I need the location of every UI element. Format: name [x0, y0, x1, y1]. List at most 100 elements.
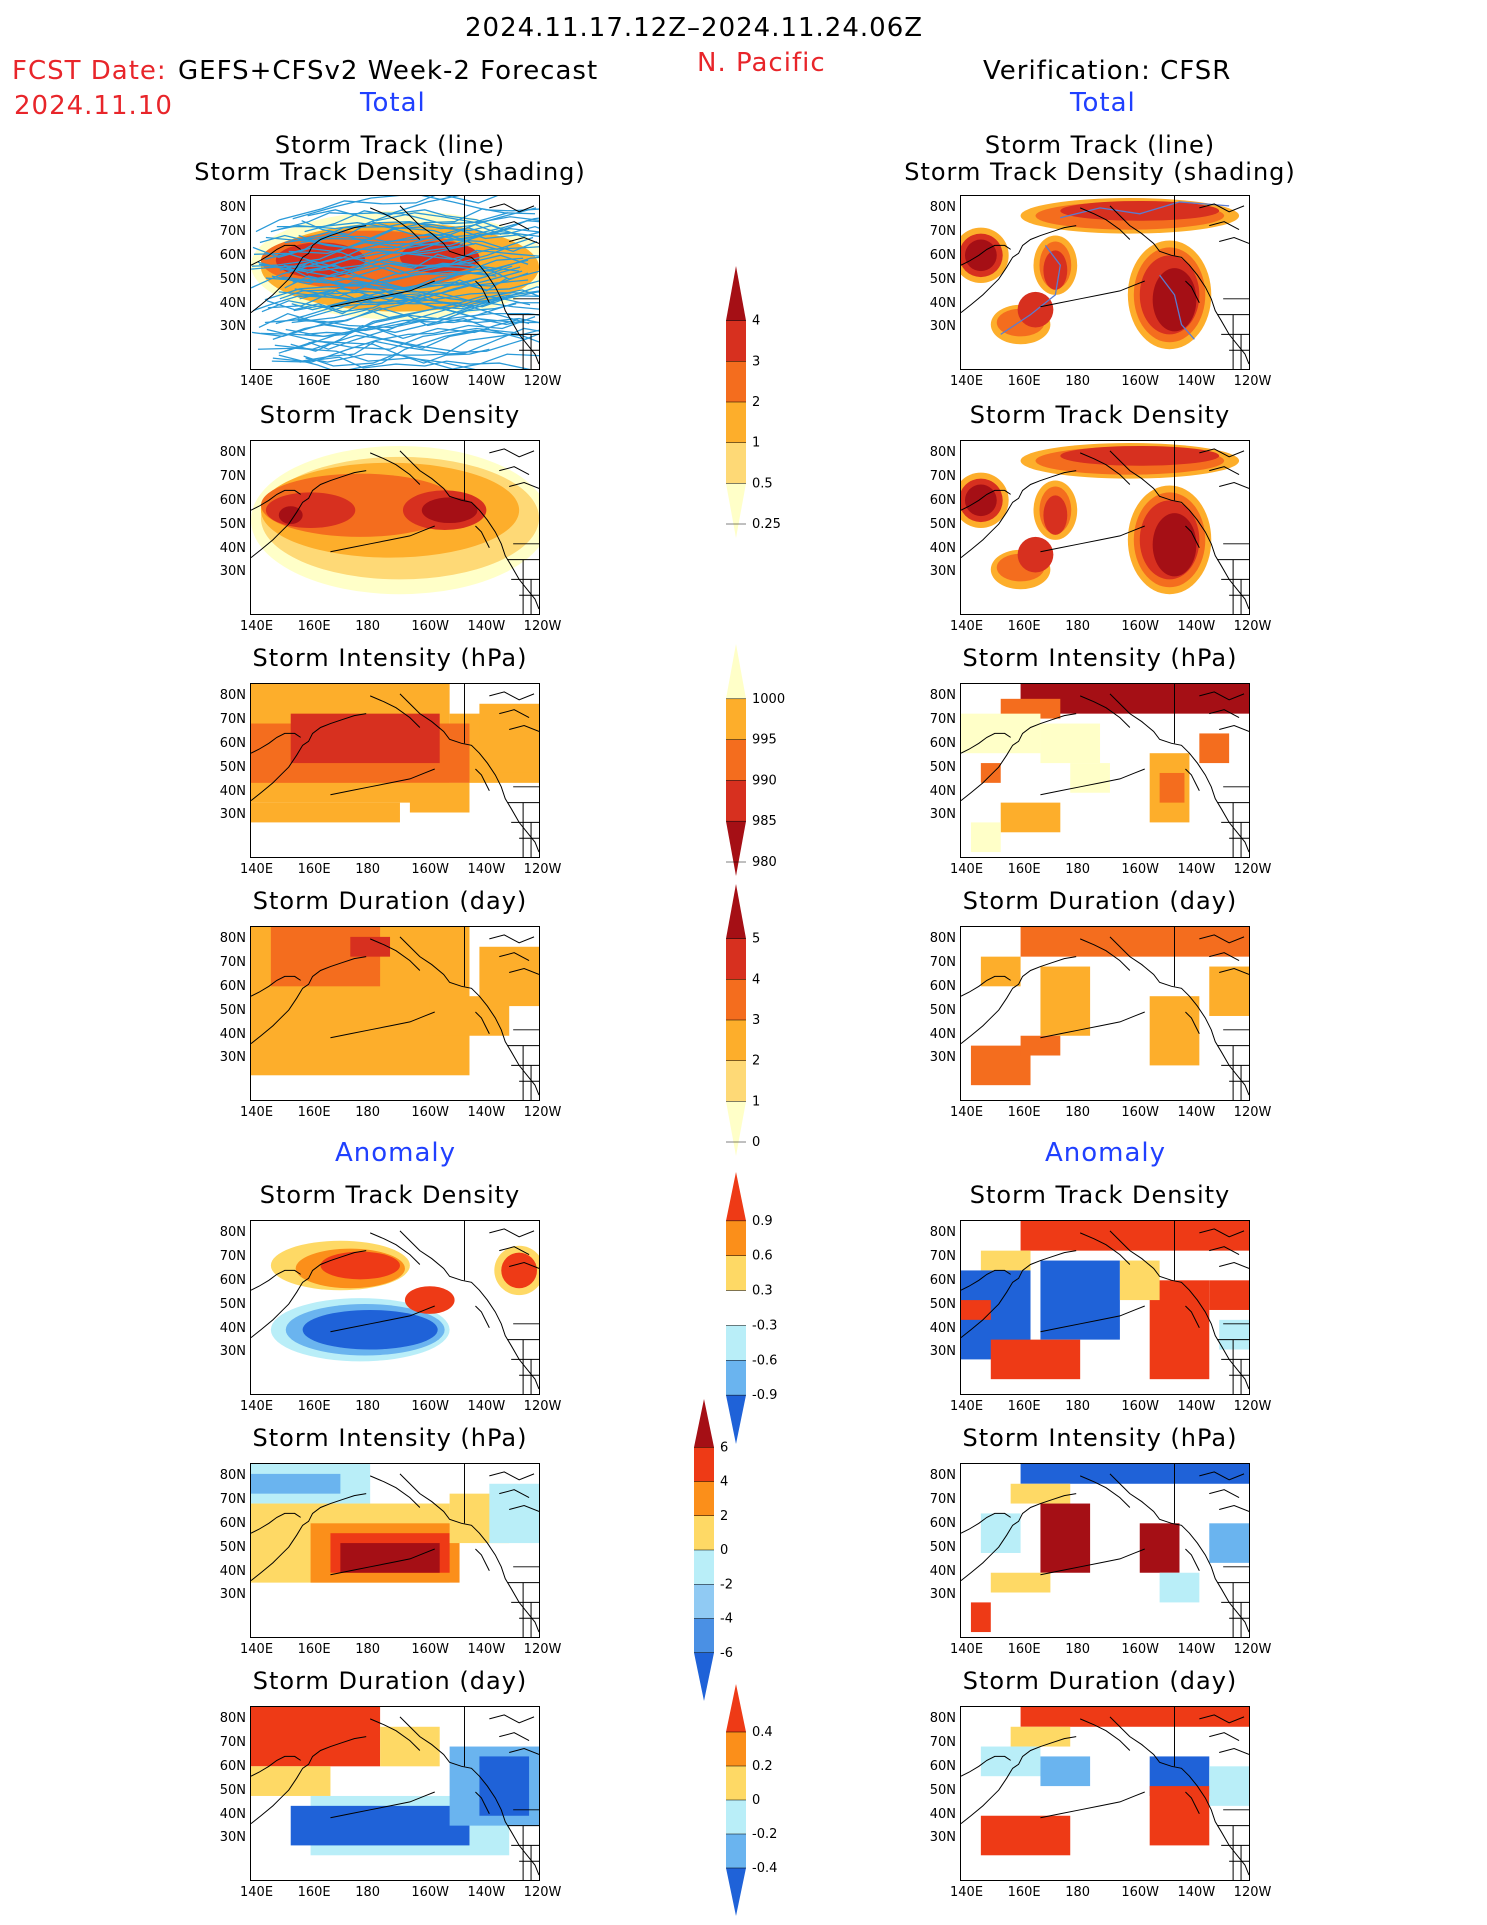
shade-cell	[961, 1300, 991, 1320]
colorbar-swatch	[726, 1101, 746, 1156]
lon-label: 180	[355, 374, 381, 389]
lon-label: 180	[1065, 374, 1091, 389]
shade-region	[1060, 445, 1220, 466]
colorbar-swatch	[694, 1652, 714, 1701]
shade-region	[278, 506, 303, 525]
fcst-date-label: FCST Date:	[12, 56, 167, 86]
lat-label: 40N	[219, 1321, 246, 1336]
shade-region	[320, 1251, 400, 1280]
lat-label: 70N	[929, 712, 956, 727]
shade-cell	[1010, 1483, 1071, 1504]
shade-cell	[290, 1805, 470, 1846]
lon-label: 160E	[1007, 862, 1041, 877]
shade-cell	[1209, 1523, 1249, 1563]
shade-region	[404, 1286, 455, 1314]
lat-label: 80N	[929, 688, 956, 703]
lon-label: 120W	[523, 619, 562, 634]
shade-region	[1017, 536, 1054, 573]
colorbar-swatch	[694, 1447, 714, 1482]
colorbar-label: -6	[720, 1646, 733, 1661]
lat-label: 60N	[929, 493, 956, 508]
lon-label: 160E	[1007, 1105, 1041, 1120]
section-anomaly-right: Anomaly	[1045, 1138, 1167, 1168]
shade-region	[265, 492, 356, 528]
colorbar-label: 4	[720, 1475, 728, 1490]
shade-region	[1043, 495, 1068, 535]
lon-label: 180	[355, 1885, 381, 1900]
lon-label: 140E	[240, 862, 274, 877]
shade-cell	[409, 782, 470, 813]
fcst-date: 2024.11.10	[14, 91, 173, 121]
colorbar-swatch	[726, 698, 746, 740]
shade-cell	[290, 713, 440, 764]
lon-label: 140E	[950, 862, 984, 877]
shade-cell	[1000, 698, 1061, 719]
lat-label: 30N	[929, 564, 956, 579]
coastline	[961, 684, 1249, 857]
shade-cell	[1139, 1523, 1180, 1573]
colorbar-swatch	[726, 266, 746, 321]
shade-cell	[1020, 927, 1249, 957]
panel-title-density-right: Storm Track Density	[969, 401, 1231, 429]
lon-label: 140E	[240, 1642, 274, 1657]
lat-label: 40N	[219, 1027, 246, 1042]
lon-label: 160W	[411, 619, 450, 634]
lat-label: 50N	[929, 1297, 956, 1312]
colorbar-swatch	[726, 1360, 746, 1396]
lat-label: 40N	[219, 296, 246, 311]
shade-cell	[1040, 1756, 1091, 1787]
shade-region	[964, 484, 997, 517]
lat-label: 30N	[219, 564, 246, 579]
lat-label: 80N	[219, 688, 246, 703]
colorbar-swatch	[726, 1220, 746, 1256]
colorbar-label: 1	[752, 1094, 760, 1109]
colorbar-label: 1	[752, 436, 760, 451]
lat-label: 80N	[929, 1711, 956, 1726]
panel-title-intensity-left: Storm Intensity (hPa)	[252, 644, 528, 672]
lon-label: 160E	[1007, 1642, 1041, 1657]
colorbar-label: 6	[720, 1440, 728, 1455]
colorbar-label: 0	[752, 1135, 760, 1150]
lon-label: 140W	[467, 374, 506, 389]
colorbar-swatch	[726, 1290, 746, 1326]
shade-cell	[380, 1726, 440, 1767]
lat-label: 50N	[929, 1540, 956, 1555]
lon-label: 140W	[467, 862, 506, 877]
coastline	[961, 1707, 1249, 1880]
lon-label: 160W	[1121, 862, 1160, 877]
colorbar-label: 0.3	[752, 1284, 773, 1299]
coastline	[251, 927, 539, 1100]
title-line-1: Storm Track (line)	[984, 131, 1216, 159]
lat-label: 80N	[929, 200, 956, 215]
shade-cell	[1119, 1260, 1160, 1301]
colorbar-swatch	[726, 1732, 746, 1766]
lat-label: 30N	[219, 319, 246, 334]
lat-label: 50N	[929, 760, 956, 775]
shade-region	[1017, 291, 1054, 328]
colorbar-swatch	[726, 1766, 746, 1800]
lon-label: 120W	[1233, 1399, 1272, 1414]
lon-label: 180	[1065, 1885, 1091, 1900]
map-panel-track-left	[250, 195, 540, 370]
lon-label: 180	[1065, 619, 1091, 634]
shade-cell	[1040, 1503, 1091, 1573]
shade-cell	[1149, 1280, 1210, 1380]
lat-label: 30N	[929, 319, 956, 334]
shade-region	[1060, 200, 1220, 221]
colorbar-swatch	[694, 1399, 714, 1448]
lat-label: 70N	[929, 1492, 956, 1507]
lat-label: 50N	[929, 272, 956, 287]
shade-region	[302, 1309, 438, 1350]
colorbar-swatch	[694, 1550, 714, 1585]
colorbar-label: -0.6	[752, 1353, 777, 1368]
lon-label: 140E	[240, 619, 274, 634]
map-panel-intensity-left	[250, 683, 540, 858]
colorbar-intensity-total: 1000 995 990 985 980	[712, 640, 852, 884]
lon-label: 120W	[1233, 1642, 1272, 1657]
colorbar-swatch	[726, 1868, 746, 1916]
lon-label: 120W	[1233, 374, 1272, 389]
colorbar-swatch	[726, 1684, 746, 1732]
map-panel-density-anom-right	[960, 1220, 1250, 1395]
lon-label: 180	[355, 1399, 381, 1414]
lon-label: 140W	[1177, 1642, 1216, 1657]
